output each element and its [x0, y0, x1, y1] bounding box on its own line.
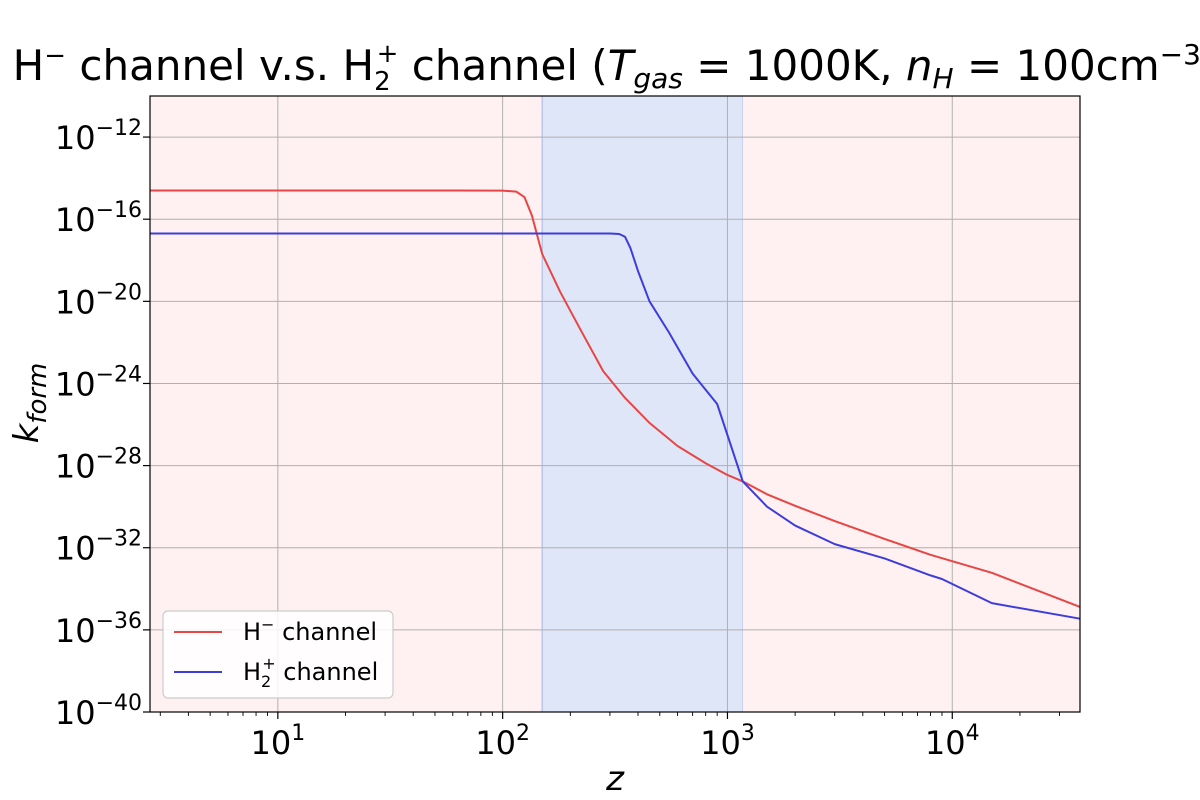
y-tick-label: 10−20 [55, 280, 142, 321]
shaded-region-1 [542, 96, 743, 712]
series-line-h-minus [150, 189, 1081, 608]
x-axis-label: z [605, 759, 625, 799]
shaded-region-2 [742, 96, 1080, 712]
y-tick-label: 10−40 [55, 691, 142, 732]
y-axis-label: kform [7, 363, 53, 444]
axis-ticks [143, 136, 1060, 719]
y-tick-label: 10−36 [55, 609, 142, 650]
legend: H− channel H2+ channel [162, 610, 394, 699]
x-tick-label: 102 [475, 721, 530, 762]
legend-label-h-minus: H− channel [243, 615, 377, 646]
shaded-regions [150, 96, 1080, 712]
x-tick-label: 104 [925, 721, 980, 762]
y-tick-label: 10−24 [55, 362, 142, 403]
chart-title: H− channel v.s. H2+ channel (Tgas = 1000… [13, 38, 1200, 97]
x-tick-label: 103 [700, 721, 755, 762]
plot-frame [149, 95, 1081, 713]
series-lines [150, 189, 1081, 620]
y-tick-label: 10−32 [55, 527, 142, 568]
legend-label-h2-plus: H2+ channel [243, 654, 378, 691]
x-tick-label: 101 [250, 721, 305, 762]
y-tick-label: 10−12 [55, 116, 142, 157]
series-line-h2-plus [150, 232, 1081, 620]
shaded-region-0 [150, 96, 543, 712]
axis-tick-labels: 101 102 103 104 10−12 10−16 10−20 10−24 10−28 10−… [55, 116, 980, 762]
y-tick-label: 10−16 [55, 198, 142, 239]
y-tick-label: 10−28 [55, 445, 142, 486]
